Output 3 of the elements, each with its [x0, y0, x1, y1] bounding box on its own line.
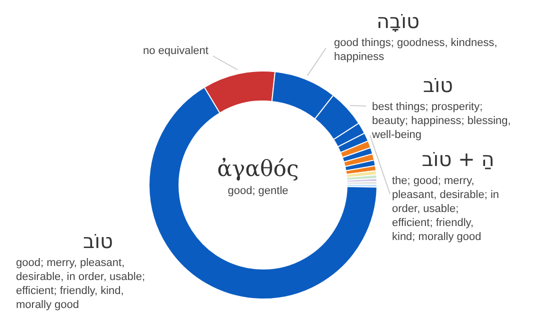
text: good; gentle [228, 185, 288, 197]
slice-label: no equivalent [143, 45, 208, 57]
text: ἀγαθός [217, 157, 299, 182]
